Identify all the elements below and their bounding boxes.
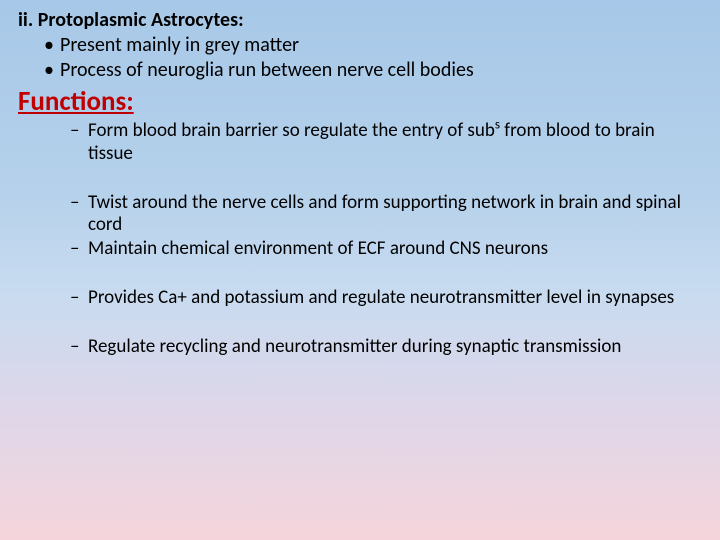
list-item: Form blood brain barrier so regulate the… (70, 120, 702, 166)
slide-container: ii. Protoplasmic Astrocytes: Present mai… (0, 0, 720, 359)
item-text: Regulate recycling and neurotransmitter … (88, 335, 621, 358)
functions-heading: Functions: (18, 85, 702, 118)
item-text: Provides Ca+ and potassium and regulate … (88, 286, 674, 309)
bullet-text: Present mainly in grey matter (60, 33, 299, 57)
intro-bullet-list: Present mainly in grey matter Process of… (18, 33, 702, 83)
item-text: Maintain chemical environment of ECF aro… (88, 237, 548, 260)
item-text: Twist around the nerve cells and form su… (88, 191, 681, 237)
list-item: Present mainly in grey matter (44, 33, 702, 58)
list-item: Regulate recycling and neurotransmitter … (70, 336, 702, 359)
item-text: Form blood brain barrier so regulate the… (88, 119, 655, 165)
list-item: Twist around the nerve cells and form su… (70, 192, 702, 238)
functions-list: Form blood brain barrier so regulate the… (18, 120, 702, 359)
section-heading: ii. Protoplasmic Astrocytes: (18, 8, 702, 33)
list-item: Maintain chemical environment of ECF aro… (70, 238, 702, 261)
bullet-text: Process of neuroglia run between nerve c… (60, 58, 474, 82)
list-item: Process of neuroglia run between nerve c… (44, 58, 702, 83)
list-item: Provides Ca+ and potassium and regulate … (70, 287, 702, 310)
